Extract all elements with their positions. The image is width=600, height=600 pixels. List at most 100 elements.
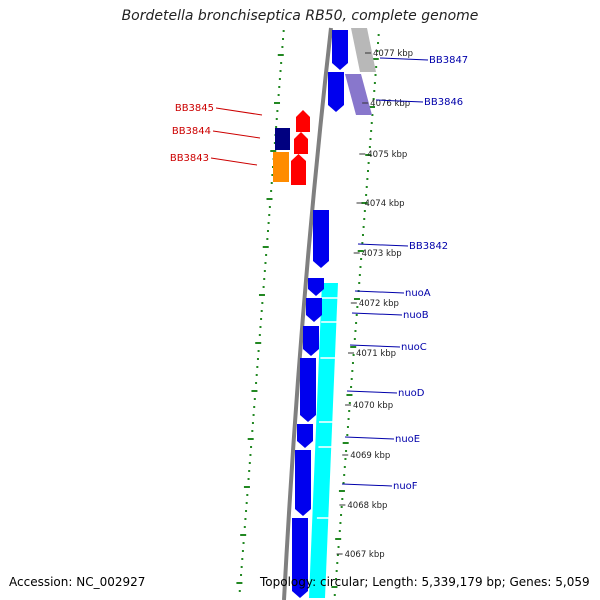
gene-label-BB3842: BB3842 <box>409 241 448 252</box>
ring-dot-left <box>280 62 283 64</box>
ring-dot-left <box>248 462 251 464</box>
gene-label-BB3845: BB3845 <box>175 103 214 114</box>
ring-dot-right <box>341 498 344 500</box>
ring-dot-left <box>259 326 262 328</box>
ring-dot-right <box>342 482 345 484</box>
tick-label: 4070 kbp <box>353 401 393 411</box>
feature-bar <box>345 74 372 115</box>
ring-dot-right <box>368 146 371 148</box>
ring-dot-left <box>253 406 256 408</box>
ring-dot-left <box>268 214 271 216</box>
ring-dot-left <box>240 574 243 576</box>
ring-dot-right <box>351 362 354 364</box>
ring-dot-left <box>278 78 281 80</box>
ring-dot-left <box>252 414 255 416</box>
ring-dot-right <box>352 354 355 356</box>
ring-dot-left <box>246 494 249 496</box>
ring-dot-right <box>362 226 365 228</box>
ring-dot-left <box>247 438 254 440</box>
ring-dot-left <box>277 94 280 96</box>
tick-label: 4067 kbp <box>345 550 385 560</box>
ring-dot-right <box>363 210 366 212</box>
ring-dot-right <box>358 274 361 276</box>
ring-dot-left <box>262 286 265 288</box>
ring-dot-right <box>377 42 380 44</box>
gene-label-BB3847: BB3847 <box>429 55 468 66</box>
ring-dot-right <box>345 450 348 452</box>
ring-dot-left <box>249 454 252 456</box>
ring-dot-left <box>243 486 250 488</box>
gene-label-line <box>379 57 429 61</box>
feature-bar <box>351 28 376 72</box>
ring-dot-right <box>361 242 364 244</box>
gene-label-line <box>375 99 424 103</box>
feature-bar <box>309 283 338 598</box>
ring-dot-right <box>372 58 379 60</box>
tick-label: 4076 kbp <box>370 99 410 109</box>
ring-dot-right <box>339 522 342 524</box>
ring-dot-right <box>350 386 353 388</box>
ring-dot-left <box>260 318 263 320</box>
tick-label: 4075 kbp <box>367 150 407 160</box>
gene-label-nuoC: nuoC <box>401 342 427 353</box>
ring-dot-right <box>369 138 372 140</box>
ring-dot-left <box>266 198 273 200</box>
ring-dot-left <box>255 382 258 384</box>
gene-label-line <box>344 436 395 440</box>
ring-dot-left <box>240 534 247 536</box>
reverse-gene-arrow <box>296 110 310 132</box>
ring-dot-left <box>277 54 284 56</box>
ring-dot-left <box>248 470 251 472</box>
ring-dot-left <box>255 374 258 376</box>
ring-dot-right <box>338 490 345 492</box>
ring-dot-right <box>338 530 341 532</box>
ring-dot-right <box>361 234 364 236</box>
ring-dot-right <box>355 314 358 316</box>
ring-dot-left <box>278 86 281 88</box>
ring-dot-right <box>365 186 368 188</box>
ring-dot-left <box>241 558 244 560</box>
ring-dot-left <box>244 518 247 520</box>
gene-label-BB3844: BB3844 <box>172 126 211 137</box>
ring-dot-right <box>373 82 376 84</box>
ring-dot-left <box>281 46 284 48</box>
ring-dot-right <box>363 218 366 220</box>
ring-dot-left <box>240 566 243 568</box>
ring-dot-right <box>337 546 340 548</box>
ring-dot-right <box>346 426 349 428</box>
ring-dot-right <box>342 442 349 444</box>
ring-dot-right <box>333 594 336 596</box>
tick-label: 4069 kbp <box>350 451 390 461</box>
gene-label-nuoB: nuoB <box>403 310 429 321</box>
ring-dot-left <box>258 294 265 296</box>
ring-dot-left <box>266 230 269 232</box>
ring-dot-right <box>344 458 347 460</box>
ring-dot-left <box>271 174 274 176</box>
ring-dot-right <box>366 170 369 172</box>
feature-track <box>273 28 376 598</box>
ring-dot-right <box>367 162 370 164</box>
outer-dotted-ring-left <box>236 30 285 592</box>
ring-dot-left <box>247 478 250 480</box>
ring-dot-right <box>343 474 346 476</box>
ring-dot-right <box>348 410 351 412</box>
forward-gene-arrow <box>303 326 319 356</box>
ring-dot-right <box>347 418 350 420</box>
ring-dot-left <box>250 446 253 448</box>
ring-dot-left <box>245 510 248 512</box>
ring-dot-right <box>353 338 356 340</box>
ring-dot-right <box>366 178 369 180</box>
gene-label-line <box>212 130 261 139</box>
ring-dot-left <box>270 182 273 184</box>
ring-dot-left <box>282 38 285 40</box>
outer-dotted-ring-right <box>331 34 380 596</box>
ring-dot-right <box>331 586 338 588</box>
reverse-gene-arrow <box>294 132 308 154</box>
ring-dot-right <box>346 394 353 396</box>
forward-gene-arrow <box>328 72 344 112</box>
ring-dot-left <box>274 102 281 104</box>
gene-label-line <box>357 243 409 247</box>
ring-dot-left <box>251 430 254 432</box>
ring-dot-right <box>335 578 338 580</box>
